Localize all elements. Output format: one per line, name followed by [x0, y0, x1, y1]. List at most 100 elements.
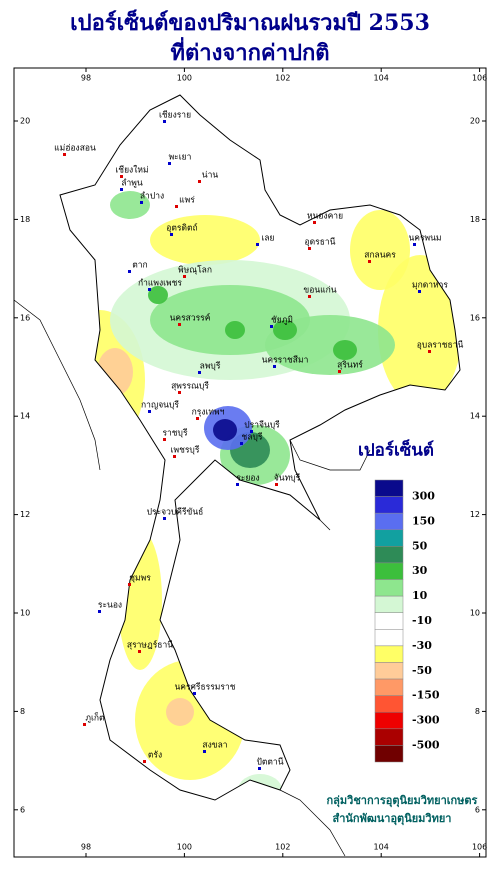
legend-label: 300 — [412, 490, 435, 503]
x-tick-label: 98 — [81, 843, 91, 852]
province-label: กรุงเทพฯ — [192, 408, 225, 418]
province-label: ชลบุรี — [242, 432, 263, 443]
province-label: ลำปาง — [140, 192, 164, 202]
coastline — [279, 789, 346, 857]
x-tick-label: 106 — [472, 843, 487, 852]
station-marker — [196, 417, 199, 420]
y-tick-label: 14 — [470, 412, 480, 421]
province-label: สกลนคร — [364, 251, 396, 261]
station-marker — [258, 767, 261, 770]
credit-line: กลุ่มวิชาการอุตุนิยมวิทยาเกษตร — [327, 794, 478, 808]
province-label: นครสวรรค์ — [170, 313, 211, 324]
y-tick-label: 6 — [20, 805, 25, 814]
coastline — [319, 519, 331, 531]
legend-swatch — [374, 479, 404, 497]
y-tick-label: 20 — [20, 117, 30, 126]
legend-swatch — [374, 579, 404, 597]
province-label: อุตรดิตถ์ — [166, 223, 197, 234]
province-label: แม่ฮ่องสอน — [54, 144, 96, 154]
legend-swatch — [374, 562, 404, 580]
y-tick-label: 14 — [20, 412, 30, 421]
legend-swatch — [374, 745, 404, 763]
legend-label: -50 — [412, 664, 432, 677]
province-label: ขอนแก่น — [303, 286, 336, 296]
y-tick-label: 18 — [470, 215, 480, 224]
legend-label: -500 — [412, 738, 440, 751]
legend-swatch — [374, 595, 404, 613]
province-label: ลำพูน — [121, 179, 143, 189]
province-label: เพชรบุรี — [171, 445, 200, 456]
legend-swatch — [374, 629, 404, 647]
station-marker — [240, 442, 243, 445]
station-marker — [163, 120, 166, 123]
x-tick-label: 100 — [177, 843, 192, 852]
legend-title: เปอร์เซ็นต์ — [358, 438, 434, 461]
y-tick-label: 20 — [470, 117, 480, 126]
province-label: ภูเก็ต — [85, 712, 104, 724]
station-marker — [170, 233, 173, 236]
station-marker — [273, 365, 276, 368]
province-label: พะเยา — [169, 153, 192, 163]
station-marker — [163, 438, 166, 441]
country-border — [59, 94, 461, 801]
legend-label: 150 — [412, 514, 435, 527]
province-label: สุพรรณบุรี — [171, 381, 209, 392]
province-label: ลพบุรี — [200, 361, 221, 372]
map-subtitle: ที่ต่างจากค่าปกติ — [170, 36, 329, 66]
station-marker — [120, 188, 123, 191]
province-label: สงขลา — [202, 741, 227, 751]
station-marker — [178, 323, 181, 326]
station-marker — [313, 221, 316, 224]
station-marker — [270, 325, 273, 328]
legend-swatch — [374, 711, 404, 730]
legend-swatch — [374, 645, 404, 663]
legend-swatch — [374, 546, 404, 564]
province-label: เลย — [261, 234, 274, 244]
station-marker — [143, 760, 146, 763]
province-label: ระยอง — [236, 474, 259, 484]
province-label: อุบลราชธานี — [417, 340, 464, 351]
station-marker — [120, 175, 123, 178]
station-marker — [193, 692, 196, 695]
province-label: ปัตตานี — [256, 757, 283, 768]
station-marker — [148, 288, 151, 291]
x-tick-label: 104 — [374, 843, 389, 852]
province-label: สุราษฎร์ธานี — [127, 640, 173, 651]
station-marker — [250, 430, 253, 433]
station-marker — [128, 270, 131, 273]
station-marker — [203, 750, 206, 753]
province-label: ตาก — [132, 261, 147, 271]
province-label: กาญจนบุรี — [141, 400, 179, 411]
province-label: กำแพงเพชร — [138, 279, 182, 289]
rainfall-zone — [273, 320, 297, 340]
station-marker — [275, 483, 278, 486]
province-label: หนองคาย — [307, 212, 343, 222]
rainfall-zone — [110, 191, 150, 219]
graticule: 98 98 100 100 102 102 104 104 106 106 6 6 8 8 10 10 12 12… — [14, 68, 487, 857]
y-tick-label: 8 — [20, 707, 25, 716]
legend-label: -30 — [412, 639, 432, 652]
y-tick-label: 12 — [470, 510, 480, 519]
legend-swatch — [374, 496, 404, 514]
coastline — [289, 439, 371, 471]
legend-label: -300 — [412, 714, 440, 727]
y-tick-label: 18 — [20, 215, 30, 224]
province-label: เชียงใหม่ — [115, 165, 148, 176]
coastline — [13, 299, 101, 471]
rainfall-zone — [150, 215, 260, 265]
rainfall-zone — [265, 315, 395, 375]
y-tick-label: 10 — [20, 609, 30, 618]
station-marker — [413, 243, 416, 246]
station-marker — [175, 205, 178, 208]
rainfall-zone — [378, 255, 460, 405]
station-marker — [236, 483, 239, 486]
y-tick-label: 6 — [475, 805, 480, 814]
station-marker — [168, 162, 171, 165]
map-title: เปอร์เซ็นต์ของปริมาณฝนรวมปี 2553 — [70, 8, 430, 36]
legend-label: 50 — [412, 539, 428, 552]
rainfall-zone — [166, 698, 194, 726]
x-tick-label: 98 — [81, 74, 91, 83]
province-label: ระนอง — [98, 601, 122, 611]
